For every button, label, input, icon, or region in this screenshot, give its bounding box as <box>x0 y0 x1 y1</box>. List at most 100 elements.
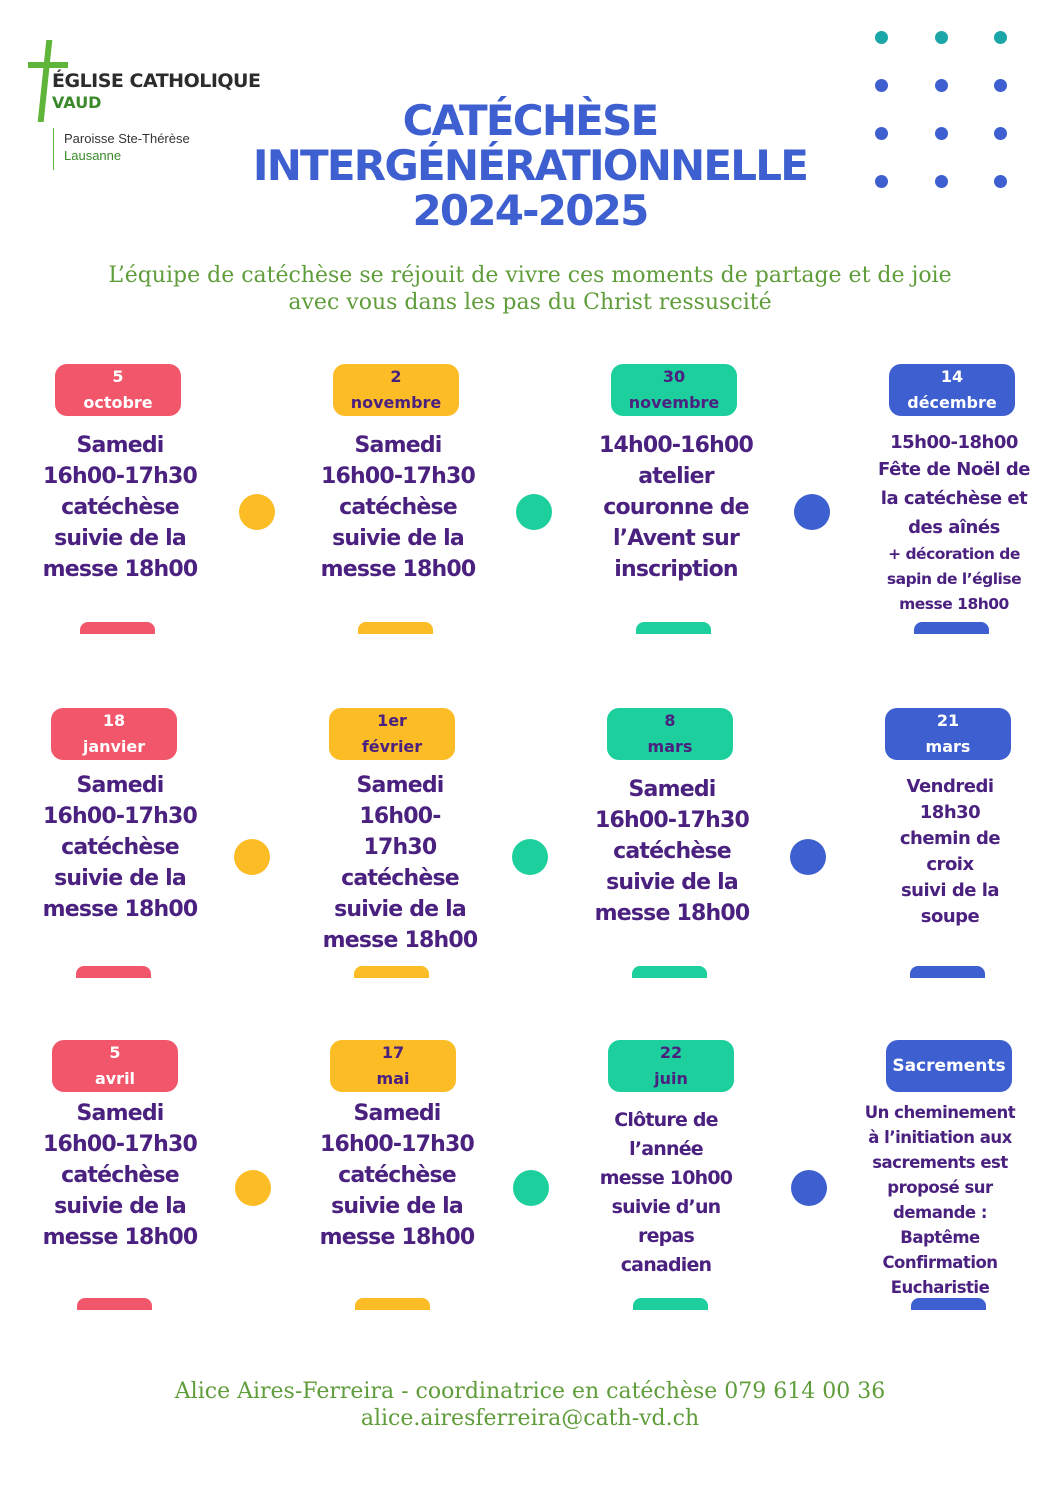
date-pill: 17 mai <box>330 1040 456 1092</box>
event-line: 18h30 <box>919 802 981 823</box>
event-line: 16h00-17h30 <box>319 1132 475 1157</box>
date-month: avril <box>94 1069 136 1088</box>
event-line: suivie de la <box>606 870 739 895</box>
event-card: 17 mai Samedi 16h00-17h30 catéchèse suiv… <box>315 1040 490 1320</box>
card-tab <box>632 966 707 978</box>
event-line: messe 18h00 <box>42 557 199 582</box>
title-line: INTERGÉNÉRATIONNELLE <box>252 141 809 190</box>
event-line: atelier <box>638 464 714 489</box>
connector-dot <box>516 494 552 530</box>
date-day: 1er <box>377 711 407 730</box>
dot <box>935 127 948 140</box>
event-line: 16h00-17h30 <box>42 804 198 829</box>
event-line: messe 18h00 <box>320 557 477 582</box>
event-description: Samedi 16h00- 17h30 catéchèse suivie de … <box>320 770 480 956</box>
event-line: messe 18h00 <box>899 595 1009 613</box>
dot <box>935 79 948 92</box>
event-line: catéchèse <box>61 495 180 520</box>
event-description: Samedi 16h00-17h30 catéchèse suivie de l… <box>317 1098 477 1253</box>
event-line: Samedi <box>76 433 164 458</box>
event-line: sapin de l’église <box>886 570 1022 588</box>
contact-name-phone: Alice Aires-Ferreira - coordinatrice en … <box>174 1379 886 1404</box>
event-line: 17h30 <box>363 835 438 860</box>
event-line: des aînés <box>908 517 1000 538</box>
event-line: suivi de la <box>900 880 1000 901</box>
intro-text: L’équipe de catéchèse se réjouit de vivr… <box>60 262 1000 316</box>
date-day: 21 <box>936 711 960 730</box>
connector-dot <box>794 494 830 530</box>
connector-dot <box>235 1170 271 1206</box>
event-line: 16h00-17h30 <box>320 464 476 489</box>
contact-email[interactable]: alice.airesferreira@cath-vd.ch <box>360 1406 700 1431</box>
card-tab <box>355 1298 430 1310</box>
event-card: 5 octobre Samedi 16h00-17h30 catéchèse s… <box>40 364 215 644</box>
date-day: 17 <box>381 1043 405 1062</box>
event-description: 14h00-16h00 atelier couronne de l’Avent … <box>596 430 756 585</box>
event-line: 14h00-16h00 <box>598 433 754 458</box>
event-line: 16h00- <box>359 804 441 829</box>
connector-dot <box>512 839 548 875</box>
event-line: + décoration de <box>888 545 1020 563</box>
event-card: Sacrements Un cheminement à l’initiation… <box>865 1040 1046 1320</box>
event-description: 15h00-18h00 Fête de Noël de la catéchèse… <box>874 430 1034 617</box>
title-line: 2024-2025 <box>412 186 649 235</box>
event-description: Samedi 16h00-17h30 catéchèse suivie de l… <box>40 430 200 585</box>
event-line: chemin de <box>899 828 1001 849</box>
event-line: canadien <box>620 1254 712 1276</box>
event-line: Un cheminement <box>864 1103 1016 1122</box>
dot <box>935 31 948 44</box>
event-line: Eucharistie <box>890 1278 990 1297</box>
event-line: messe 18h00 <box>319 1225 476 1250</box>
event-line: catéchèse <box>341 866 460 891</box>
date-day: 8 <box>664 711 676 730</box>
dot <box>875 175 888 188</box>
event-line: proposé sur <box>887 1178 993 1197</box>
date-month: novembre <box>350 393 442 412</box>
date-pill: 21 mars <box>885 708 1011 760</box>
date-day: 18 <box>102 711 126 730</box>
event-line: suivie de la <box>54 866 187 891</box>
card-tab <box>636 622 711 634</box>
decorative-dot-grid <box>870 30 1020 200</box>
event-line: suivie de la <box>332 526 465 551</box>
dot <box>875 79 888 92</box>
event-card: 8 mars Samedi 16h00-17h30 catéchèse suiv… <box>592 708 767 988</box>
event-line: 16h00-17h30 <box>42 1132 198 1157</box>
date-pill: 2 novembre <box>333 364 459 416</box>
event-card: 1er février Samedi 16h00- 17h30 catéchès… <box>314 708 489 988</box>
date-month: mars <box>647 737 693 756</box>
event-line: messe 10h00 <box>599 1167 733 1189</box>
event-card: 21 mars Vendredi 18h30 chemin de croix s… <box>870 708 1045 988</box>
event-line: Samedi <box>356 773 444 798</box>
logo-title: ÉGLISE CATHOLIQUE <box>52 70 261 92</box>
date-pill: 5 avril <box>52 1040 178 1092</box>
event-description: Samedi 16h00-17h30 catéchèse suivie de l… <box>318 430 478 585</box>
date-month: mai <box>376 1069 410 1088</box>
event-line: l’année <box>629 1138 704 1160</box>
event-line: à l’initiation aux <box>868 1128 1012 1147</box>
event-line: Fête de Noël de <box>878 459 1030 480</box>
sacraments-label: Sacrements <box>892 1056 1006 1076</box>
date-day: 5 <box>109 1043 121 1062</box>
connector-dot <box>790 839 826 875</box>
dot <box>875 127 888 140</box>
event-description: Vendredi 18h30 chemin de croix suivi de … <box>870 774 1030 930</box>
title-line: CATÉCHÈSE <box>402 96 660 145</box>
event-card: 18 janvier Samedi 16h00-17h30 catéchèse … <box>36 708 211 988</box>
card-tab <box>77 1298 152 1310</box>
page-title: CATÉCHÈSE INTERGÉNÉRATIONNELLE 2024-2025 <box>180 98 880 233</box>
event-line: Vendredi <box>906 776 995 797</box>
date-month: octobre <box>83 393 153 412</box>
event-line: catéchèse <box>338 1163 457 1188</box>
date-month: juin <box>654 1069 688 1088</box>
event-line: Samedi <box>628 777 716 802</box>
date-pill: 5 octobre <box>55 364 181 416</box>
cross-icon <box>37 40 53 122</box>
event-line: Baptême <box>900 1228 980 1247</box>
date-pill: 22 juin <box>608 1040 734 1092</box>
date-day: 30 <box>662 367 686 386</box>
event-line: messe 18h00 <box>42 897 199 922</box>
date-pill: Sacrements <box>886 1040 1012 1092</box>
card-tab <box>911 1298 986 1310</box>
event-line: 15h00-18h00 <box>890 432 1018 453</box>
